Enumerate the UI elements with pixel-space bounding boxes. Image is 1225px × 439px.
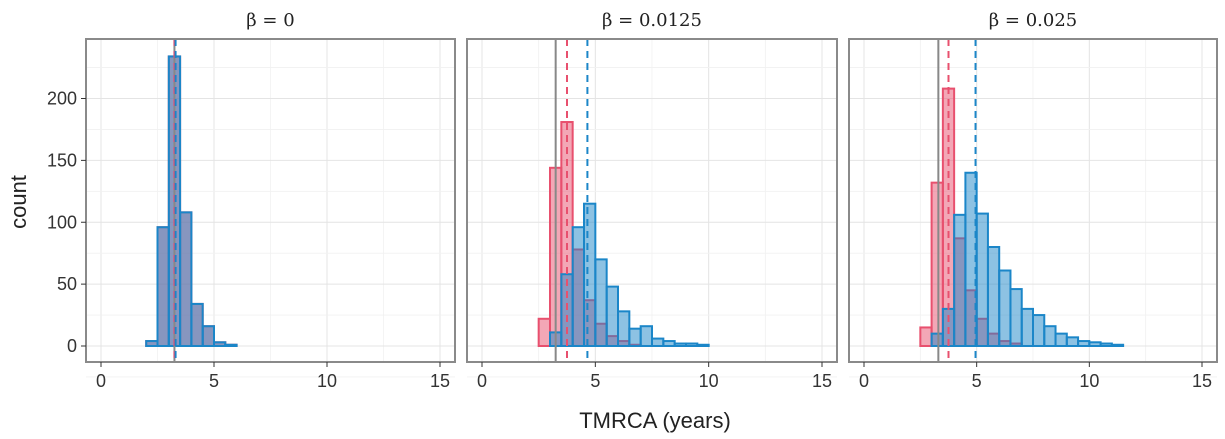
histogram-bar	[1065, 336, 1080, 347]
x-tick-label: 5	[590, 371, 600, 391]
histogram-bar	[190, 302, 204, 347]
panel-3: β = 0.025 0 5 10 15	[848, 10, 1218, 391]
histogram-bar	[975, 212, 989, 347]
panel-title: β = 0	[246, 10, 294, 31]
histogram-bar	[224, 343, 238, 348]
histogram-bar	[673, 342, 688, 347]
x-tick-label: 15	[812, 371, 832, 391]
series-blue	[549, 202, 710, 348]
histogram-bar	[1054, 332, 1068, 347]
histogram-bar	[953, 213, 967, 347]
x-tick-label: 10	[699, 371, 719, 391]
histogram-bar	[1009, 288, 1023, 348]
histogram-bar	[179, 211, 193, 347]
y-tick-label: 100	[47, 212, 77, 232]
histogram-bar	[628, 327, 642, 347]
x-tick-label: 15	[430, 371, 450, 391]
histogram-bar	[1088, 341, 1102, 348]
histogram-bar	[1099, 342, 1113, 347]
panel-border	[466, 38, 838, 363]
histogram-bar	[156, 226, 170, 347]
histogram-bar	[930, 332, 944, 347]
x-tick-label: 5	[209, 371, 219, 391]
histogram-bar	[617, 310, 631, 348]
histogram-bar	[998, 269, 1012, 348]
x-tick-label: 0	[477, 371, 487, 391]
panel-title: β = 0.0125	[602, 10, 702, 31]
x-tick-label: 0	[96, 371, 106, 391]
histogram-bar	[537, 317, 552, 347]
histogram-bar	[651, 337, 665, 348]
x-axis-title: TMRCA (years)	[579, 408, 731, 433]
histogram-bar	[605, 285, 620, 348]
histogram-bar	[639, 325, 654, 348]
x-tick-label: 0	[859, 371, 869, 391]
histogram-bar	[986, 246, 1001, 347]
histogram-bar	[583, 202, 597, 347]
histogram-bar	[1077, 340, 1091, 347]
panel-border	[848, 38, 1218, 363]
histogram-bar	[594, 258, 608, 347]
x-tick-label: 15	[1192, 371, 1212, 391]
histogram-bar	[919, 326, 933, 347]
histogram-bar	[662, 340, 676, 347]
y-tick-label: 50	[57, 274, 77, 294]
histogram-bar	[1020, 307, 1035, 347]
x-tick-label: 10	[317, 371, 337, 391]
y-tick-label: 0	[67, 336, 77, 356]
histogram-bar	[1032, 314, 1046, 347]
y-tick-label: 200	[47, 89, 77, 109]
histogram-bar	[696, 343, 710, 348]
panel-title: β = 0.025	[989, 10, 1077, 31]
panel-2: β = 0.0125 0 5 10 15	[466, 10, 838, 391]
histogram-bar	[571, 226, 586, 347]
histogram-bar	[685, 342, 699, 347]
panel-border	[85, 38, 456, 363]
x-tick-label: 5	[972, 371, 982, 391]
x-tick-label: 10	[1079, 371, 1099, 391]
y-tick-label: 150	[47, 150, 77, 170]
histogram-bar	[1043, 325, 1057, 348]
y-axis-title: count	[6, 175, 31, 229]
series-blue	[930, 171, 1125, 348]
histogram-bar	[1110, 343, 1125, 348]
histogram-bar	[145, 340, 159, 347]
histogram-bar	[930, 181, 944, 347]
histogram-bar	[213, 341, 227, 348]
histogram-bar	[201, 325, 215, 348]
